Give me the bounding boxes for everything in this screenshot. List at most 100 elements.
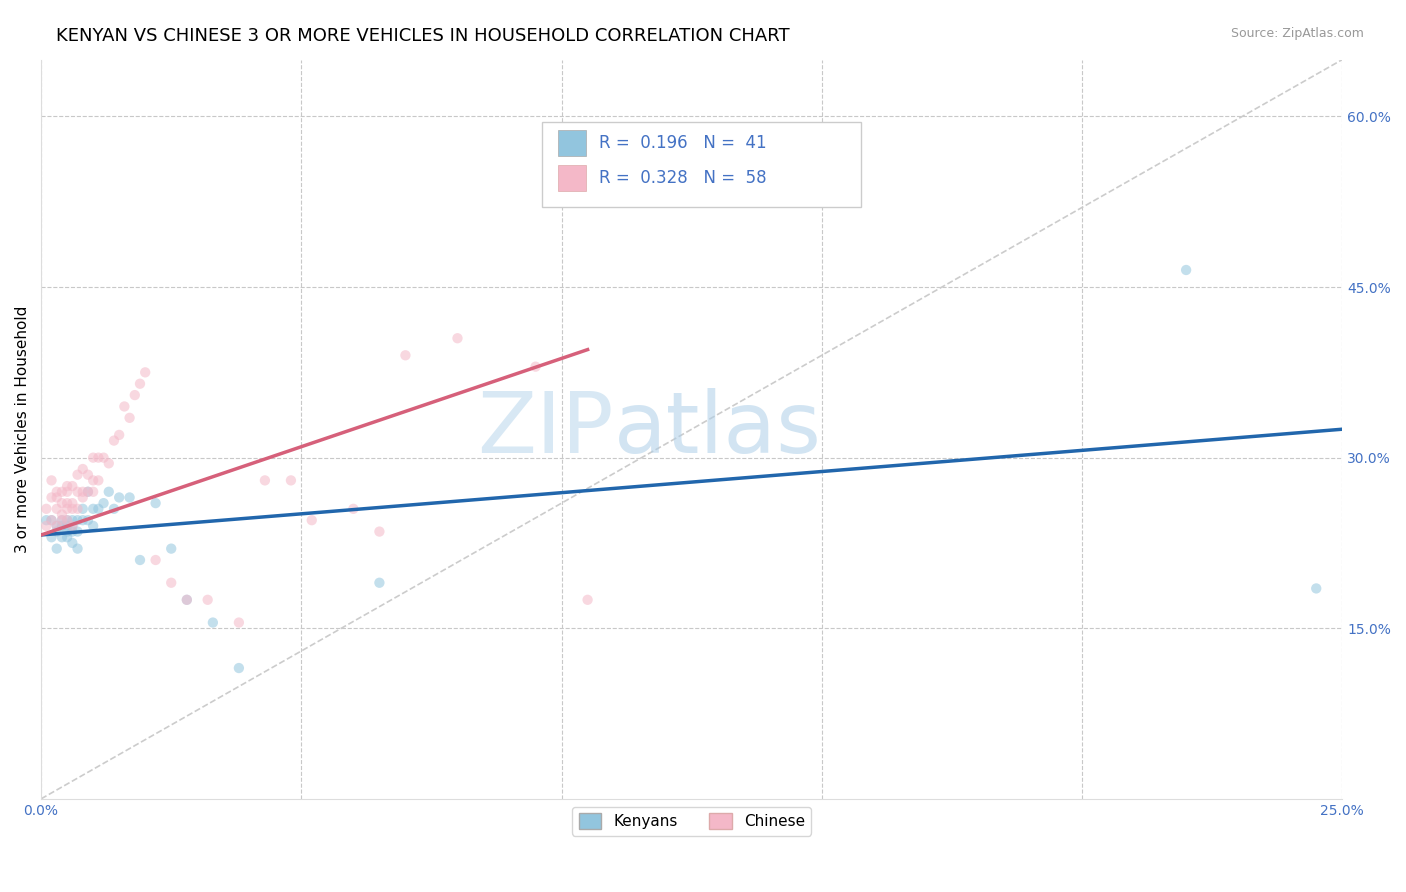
Point bbox=[56, 496, 79, 510]
Point bbox=[97, 456, 120, 470]
Point bbox=[108, 491, 131, 505]
Point bbox=[51, 484, 73, 499]
Point bbox=[72, 501, 94, 516]
Point bbox=[56, 513, 79, 527]
Text: R =  0.328   N =  58: R = 0.328 N = 58 bbox=[599, 169, 766, 187]
Point bbox=[301, 513, 323, 527]
Point bbox=[112, 400, 135, 414]
Point bbox=[82, 450, 104, 465]
Text: atlas: atlas bbox=[613, 388, 821, 471]
Point bbox=[129, 376, 152, 391]
Point bbox=[56, 484, 79, 499]
Text: Source: ZipAtlas.com: Source: ZipAtlas.com bbox=[1230, 27, 1364, 40]
Point bbox=[82, 519, 104, 533]
Point bbox=[124, 388, 146, 402]
Point bbox=[66, 484, 89, 499]
Point bbox=[45, 501, 67, 516]
Point bbox=[103, 434, 125, 448]
Point bbox=[72, 513, 94, 527]
Point bbox=[56, 513, 79, 527]
Point bbox=[45, 519, 67, 533]
Point bbox=[66, 501, 89, 516]
Point bbox=[342, 501, 364, 516]
Point bbox=[56, 501, 79, 516]
Point bbox=[45, 541, 67, 556]
Point bbox=[145, 553, 167, 567]
Point bbox=[60, 519, 83, 533]
FancyBboxPatch shape bbox=[558, 165, 586, 191]
Point bbox=[56, 479, 79, 493]
Point bbox=[87, 501, 110, 516]
Point bbox=[45, 524, 67, 539]
Point bbox=[228, 615, 250, 630]
Point bbox=[51, 530, 73, 544]
Point bbox=[72, 491, 94, 505]
Point bbox=[1305, 582, 1327, 596]
Point bbox=[576, 592, 599, 607]
Point bbox=[77, 484, 100, 499]
Point bbox=[118, 491, 141, 505]
Point bbox=[446, 331, 468, 345]
Point bbox=[394, 348, 416, 362]
Point bbox=[97, 484, 120, 499]
Point bbox=[56, 519, 79, 533]
Point bbox=[60, 496, 83, 510]
Point bbox=[176, 592, 198, 607]
Point bbox=[228, 661, 250, 675]
Point bbox=[77, 467, 100, 482]
Point bbox=[108, 428, 131, 442]
FancyBboxPatch shape bbox=[543, 122, 860, 208]
Point bbox=[82, 474, 104, 488]
Point bbox=[66, 541, 89, 556]
Point bbox=[51, 513, 73, 527]
Point bbox=[176, 592, 198, 607]
Point bbox=[87, 474, 110, 488]
Point bbox=[93, 450, 115, 465]
Point bbox=[60, 524, 83, 539]
Point bbox=[280, 474, 302, 488]
Point bbox=[197, 592, 219, 607]
Point bbox=[253, 474, 276, 488]
Point bbox=[129, 553, 152, 567]
Point bbox=[368, 524, 391, 539]
Point bbox=[60, 501, 83, 516]
Point bbox=[368, 575, 391, 590]
Point bbox=[45, 491, 67, 505]
Point bbox=[524, 359, 547, 374]
Point bbox=[1175, 263, 1198, 277]
Point bbox=[160, 575, 183, 590]
Point bbox=[72, 484, 94, 499]
Point bbox=[45, 519, 67, 533]
Point bbox=[41, 513, 63, 527]
Point bbox=[60, 536, 83, 550]
Point bbox=[66, 524, 89, 539]
Point bbox=[134, 365, 156, 379]
Legend: Kenyans, Chinese: Kenyans, Chinese bbox=[572, 807, 811, 836]
Point bbox=[35, 513, 58, 527]
Point bbox=[77, 513, 100, 527]
Point bbox=[87, 450, 110, 465]
Point bbox=[56, 524, 79, 539]
Point bbox=[35, 501, 58, 516]
Point bbox=[41, 491, 63, 505]
Point bbox=[60, 513, 83, 527]
Point bbox=[93, 496, 115, 510]
Point bbox=[60, 519, 83, 533]
Point bbox=[35, 519, 58, 533]
Point bbox=[51, 508, 73, 522]
Point bbox=[103, 501, 125, 516]
Point bbox=[145, 496, 167, 510]
Point bbox=[201, 615, 224, 630]
Point bbox=[160, 541, 183, 556]
Text: KENYAN VS CHINESE 3 OR MORE VEHICLES IN HOUSEHOLD CORRELATION CHART: KENYAN VS CHINESE 3 OR MORE VEHICLES IN … bbox=[56, 27, 790, 45]
Point bbox=[51, 496, 73, 510]
Point bbox=[51, 519, 73, 533]
Y-axis label: 3 or more Vehicles in Household: 3 or more Vehicles in Household bbox=[15, 306, 30, 553]
Point bbox=[66, 513, 89, 527]
Point bbox=[77, 484, 100, 499]
Point bbox=[51, 513, 73, 527]
Point bbox=[60, 479, 83, 493]
Point bbox=[45, 484, 67, 499]
FancyBboxPatch shape bbox=[558, 130, 586, 156]
Point bbox=[41, 513, 63, 527]
